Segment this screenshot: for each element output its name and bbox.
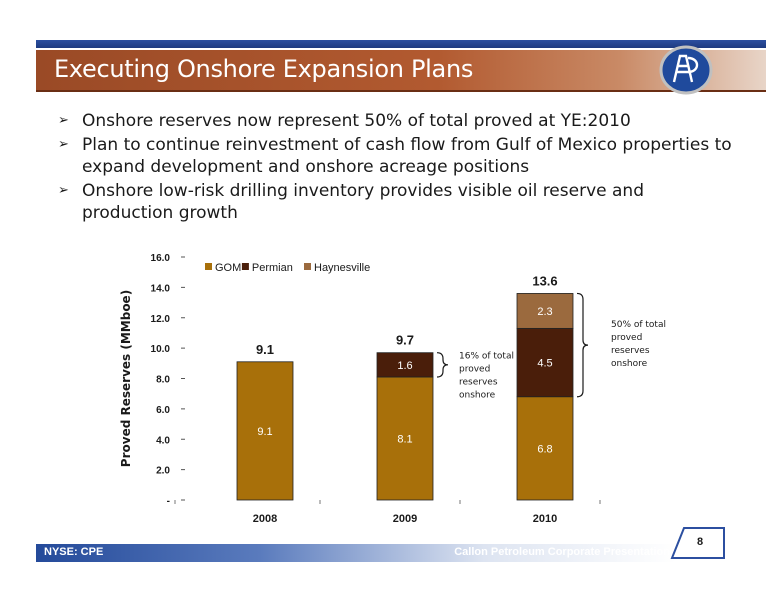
page-number-tab <box>670 527 725 559</box>
bar-value-label: 2.3 <box>537 306 552 318</box>
legend-swatch-gom <box>205 263 212 270</box>
footer-band <box>36 544 676 562</box>
bar-total-label: 9.7 <box>396 333 414 348</box>
y-tick-label: 12.0 <box>151 314 171 325</box>
legend-label: Haynesville <box>314 262 370 274</box>
bar-value-label: 6.8 <box>537 443 552 455</box>
arrow-bullet-icon: ➢ <box>58 113 69 128</box>
bullet-list: ➢ Onshore reserves now represent 50% of t… <box>58 110 738 226</box>
y-tick-label: - <box>167 496 170 507</box>
y-tick-label: 16.0 <box>151 253 171 264</box>
y-tick-label: 4.0 <box>156 435 170 446</box>
bullet-item: ➢ Onshore low-risk drilling inventory pro… <box>58 181 644 223</box>
annotation-brace-2009 <box>436 352 449 378</box>
x-tick-label: 2009 <box>393 513 417 525</box>
annotation-text: 50% of total proved reserves onshore <box>611 320 666 369</box>
bar-value-label: 9.1 <box>257 426 272 438</box>
bar-value-label: 1.6 <box>397 360 412 372</box>
company-logo-icon <box>659 45 713 95</box>
legend-label: GOM <box>215 262 241 274</box>
y-tick-label: 14.0 <box>151 283 171 294</box>
bullet-item: ➢ Onshore reserves now represent 50% of t… <box>58 111 631 131</box>
y-tick-label: 6.0 <box>156 405 170 416</box>
annotation-text: 16% of total proved reserves onshore <box>459 352 514 401</box>
bar-segment-permian-2009 <box>376 352 434 378</box>
page-number: 8 <box>696 536 704 548</box>
legend-label: Permian <box>252 262 293 274</box>
annotation-brace-2010 <box>576 292 589 398</box>
y-tick-label: 2.0 <box>156 466 170 477</box>
header-top-bar <box>36 40 766 48</box>
x-tick-label: 2008 <box>253 513 277 525</box>
arrow-bullet-icon: ➢ <box>58 137 69 152</box>
legend-swatch-permian <box>241 263 249 270</box>
bar-segment-gom-2008 <box>236 361 294 501</box>
slide-title: Executing Onshore Expansion Plans <box>54 55 474 83</box>
bar-segment-haynesville-2010 <box>516 293 574 329</box>
bullet-item: ➢ Plan to continue reinvestment of cash f… <box>58 135 732 177</box>
y-axis-label: Proved Reserves (MMboe) <box>119 290 133 467</box>
bar-total-label: 13.6 <box>532 273 557 288</box>
bar-value-label: 8.1 <box>397 433 412 445</box>
footer-presentation-title: Callon Petroleum Corporate Presentation <box>454 546 670 558</box>
title-band <box>36 50 766 92</box>
y-tick-label: 8.0 <box>156 375 170 386</box>
x-tick-label: 2010 <box>533 513 557 525</box>
footer-ticker: NYSE: CPE <box>44 546 104 558</box>
bar-value-label: 4.5 <box>537 358 552 370</box>
bar-segment-gom-2009 <box>376 376 434 501</box>
bar-total-label: 9.1 <box>256 342 274 357</box>
reserves-chart: Proved Reserves (MMboe) - 2.0 4.0 6.0 8.0 10.0… <box>119 253 666 525</box>
y-tick-label: 10.0 <box>151 344 171 355</box>
arrow-bullet-icon: ➢ <box>58 183 69 198</box>
legend-swatch-haynesville <box>304 263 311 270</box>
